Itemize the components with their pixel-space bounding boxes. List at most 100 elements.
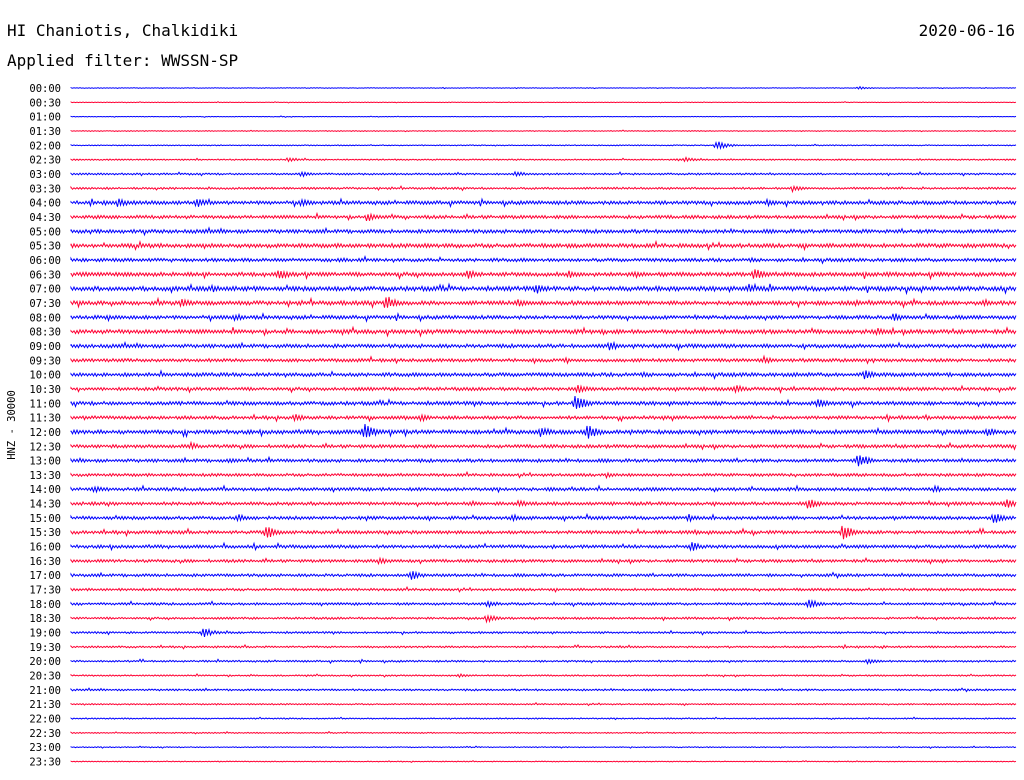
time-label: 14:30 bbox=[29, 499, 61, 511]
time-label: 15:00 bbox=[29, 513, 61, 525]
seismic-trace bbox=[70, 255, 1017, 265]
time-label: 13:00 bbox=[29, 456, 61, 468]
time-label: 04:00 bbox=[29, 198, 61, 210]
seismic-trace bbox=[70, 730, 1017, 735]
time-label: 19:00 bbox=[29, 628, 61, 640]
seismic-trace bbox=[70, 354, 1017, 365]
time-label: 05:00 bbox=[29, 226, 61, 238]
time-label: 16:00 bbox=[29, 542, 61, 554]
time-label-group: 00:00 00:30 01:00 01:30 02:00 02:30 03:00 03:30… bbox=[29, 83, 61, 769]
seismic-trace bbox=[70, 440, 1017, 451]
seismic-trace bbox=[70, 282, 1017, 296]
time-label: 15:30 bbox=[29, 527, 61, 539]
time-label: 18:30 bbox=[29, 613, 61, 625]
seismic-trace bbox=[70, 470, 1017, 480]
seismic-trace bbox=[70, 211, 1017, 222]
time-label: 11:30 bbox=[29, 413, 61, 425]
time-label: 10:00 bbox=[29, 370, 61, 382]
seismic-trace bbox=[70, 85, 1017, 90]
seismic-trace bbox=[70, 141, 1017, 151]
seismic-trace bbox=[70, 184, 1017, 194]
time-label: 05:30 bbox=[29, 241, 61, 253]
time-label: 01:00 bbox=[29, 112, 61, 124]
time-label: 11:00 bbox=[29, 398, 61, 410]
time-label: 02:30 bbox=[29, 155, 61, 167]
seismic-trace bbox=[70, 156, 1017, 163]
seismic-trace bbox=[70, 413, 1017, 423]
time-label: 21:30 bbox=[29, 699, 61, 711]
seismic-trace bbox=[70, 424, 1017, 439]
seismic-trace bbox=[70, 129, 1017, 133]
time-label: 13:30 bbox=[29, 470, 61, 482]
seismic-trace bbox=[70, 599, 1017, 609]
time-label: 03:00 bbox=[29, 169, 61, 181]
time-label: 22:00 bbox=[29, 714, 61, 726]
seismic-trace bbox=[70, 115, 1017, 118]
seismic-trace bbox=[70, 101, 1017, 104]
seismic-trace bbox=[70, 627, 1017, 637]
time-label: 00:30 bbox=[29, 97, 61, 109]
seismic-trace bbox=[70, 512, 1017, 523]
time-label: 07:30 bbox=[29, 298, 61, 310]
time-label: 23:30 bbox=[29, 757, 61, 769]
time-label: 01:30 bbox=[29, 126, 61, 138]
seismic-trace bbox=[70, 296, 1017, 309]
time-label: 14:00 bbox=[29, 484, 61, 496]
seismic-trace bbox=[70, 226, 1017, 237]
seismic-trace bbox=[70, 396, 1017, 409]
seismic-trace bbox=[70, 340, 1017, 352]
trace-group bbox=[70, 85, 1017, 764]
time-label: 09:00 bbox=[29, 341, 61, 353]
time-label: 20:30 bbox=[29, 671, 61, 683]
time-label: 12:00 bbox=[29, 427, 61, 439]
time-label: 00:00 bbox=[29, 83, 61, 95]
time-label: 02:00 bbox=[29, 140, 61, 152]
time-label: 21:00 bbox=[29, 685, 61, 697]
seismic-trace bbox=[70, 384, 1017, 395]
seismic-trace bbox=[70, 541, 1017, 552]
seismic-trace bbox=[70, 760, 1017, 764]
time-label: 06:00 bbox=[29, 255, 61, 267]
seismic-trace bbox=[70, 484, 1017, 494]
time-label: 23:00 bbox=[29, 742, 61, 754]
time-label: 12:30 bbox=[29, 441, 61, 453]
time-label: 16:30 bbox=[29, 556, 61, 568]
seismic-trace bbox=[70, 170, 1017, 178]
time-label: 06:30 bbox=[29, 269, 61, 281]
channel-label: HNZ - 30000 bbox=[6, 390, 18, 460]
seismic-trace bbox=[70, 716, 1017, 721]
station-title: HI Chaniotis, Chalkidiki bbox=[7, 21, 238, 40]
time-label: 22:30 bbox=[29, 728, 61, 740]
time-label: 10:30 bbox=[29, 384, 61, 396]
seismic-trace bbox=[70, 702, 1017, 707]
seismic-trace bbox=[70, 586, 1017, 593]
seismic-trace bbox=[70, 455, 1017, 467]
seismic-trace bbox=[70, 325, 1017, 338]
time-label: 20:00 bbox=[29, 656, 61, 668]
time-label: 08:30 bbox=[29, 327, 61, 339]
seismic-trace bbox=[70, 643, 1017, 650]
seismic-trace bbox=[70, 570, 1017, 580]
seismic-trace bbox=[70, 658, 1017, 665]
seismic-trace bbox=[70, 239, 1017, 252]
seismic-trace bbox=[70, 745, 1017, 749]
seismic-trace bbox=[70, 687, 1017, 693]
seismic-trace bbox=[70, 499, 1017, 509]
time-label: 19:30 bbox=[29, 642, 61, 654]
time-label: 09:30 bbox=[29, 355, 61, 367]
seismic-trace bbox=[70, 525, 1017, 540]
time-label: 03:30 bbox=[29, 183, 61, 195]
time-label: 18:00 bbox=[29, 599, 61, 611]
seismic-trace bbox=[70, 311, 1017, 323]
seismic-trace bbox=[70, 613, 1017, 624]
time-label: 07:00 bbox=[29, 284, 61, 296]
date-label: 2020-06-16 bbox=[919, 21, 1015, 40]
time-label: 17:30 bbox=[29, 585, 61, 597]
seismic-trace bbox=[70, 269, 1017, 281]
time-label: 08:00 bbox=[29, 312, 61, 324]
seismic-trace bbox=[70, 556, 1017, 566]
time-label: 17:00 bbox=[29, 570, 61, 582]
seismic-trace bbox=[70, 672, 1017, 679]
time-label: 04:30 bbox=[29, 212, 61, 224]
